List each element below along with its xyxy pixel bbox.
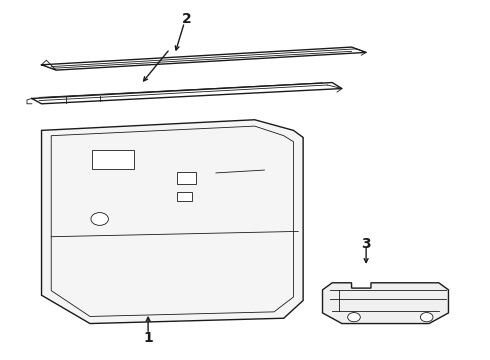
- Circle shape: [91, 213, 108, 225]
- Polygon shape: [42, 47, 366, 70]
- Bar: [177, 172, 196, 184]
- Circle shape: [348, 312, 360, 322]
- Circle shape: [420, 312, 433, 322]
- Text: 3: 3: [361, 237, 371, 251]
- Polygon shape: [32, 82, 342, 104]
- Text: 1: 1: [143, 331, 153, 345]
- Polygon shape: [42, 120, 303, 324]
- Bar: [93, 150, 134, 169]
- Polygon shape: [322, 283, 448, 324]
- Bar: [177, 192, 192, 201]
- Text: 2: 2: [182, 12, 192, 26]
